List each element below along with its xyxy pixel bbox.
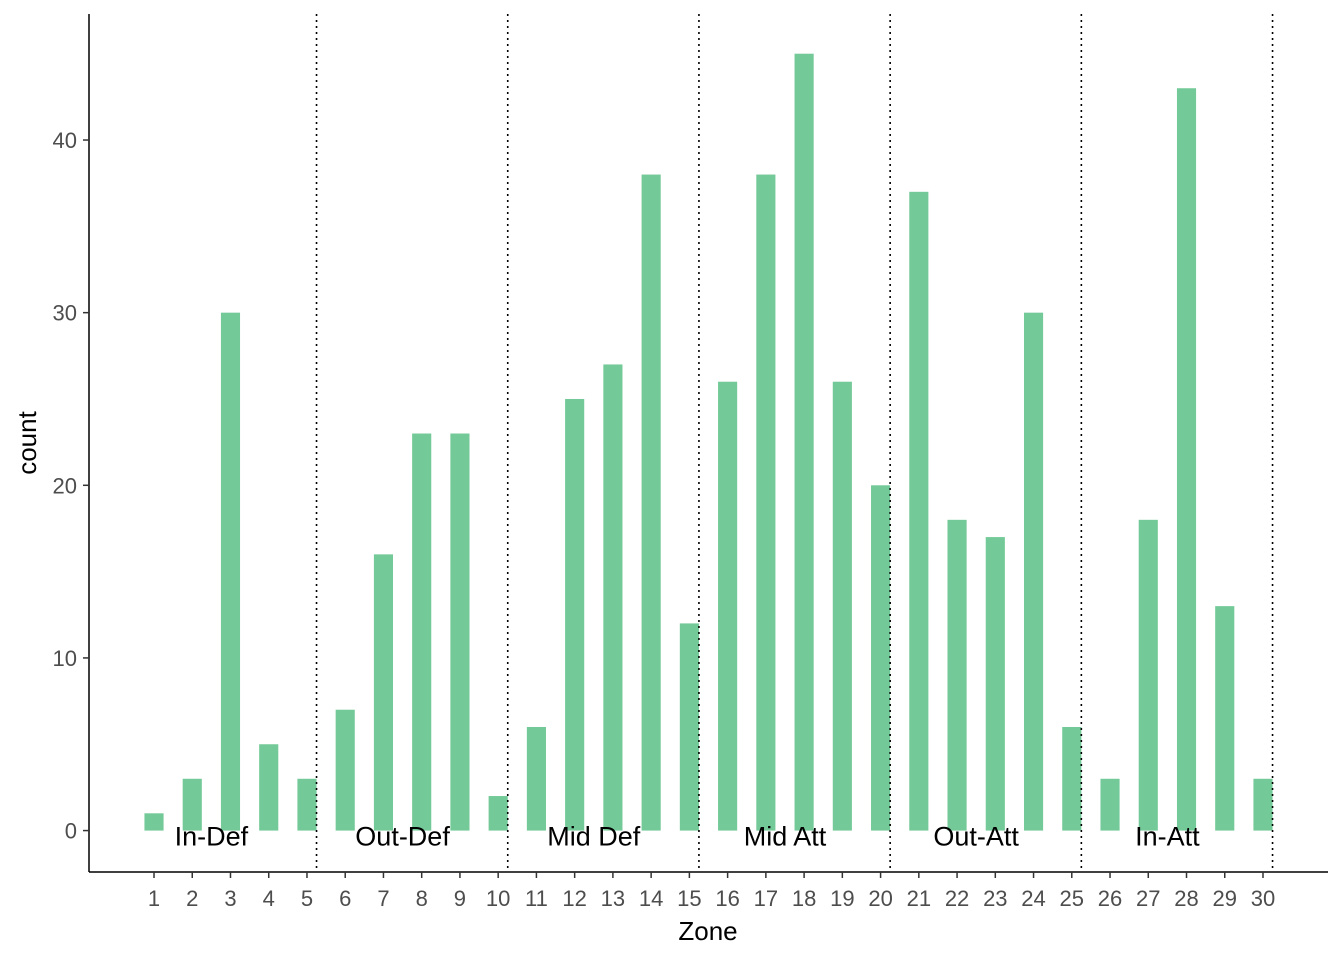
x-tick-label: 15 (677, 886, 701, 911)
x-tick-label: 9 (454, 886, 466, 911)
bar-zone-10 (488, 796, 508, 831)
x-tick-label: 22 (945, 886, 969, 911)
bar-zone-11 (526, 726, 546, 831)
bar-zone-16 (718, 381, 738, 831)
bar-zone-21 (909, 191, 929, 831)
zone-labels: In-Def Out-Def Mid Def Mid Att Out-Att In-Att (175, 822, 1201, 852)
bar-zone-26 (1100, 778, 1120, 831)
bar-zone-1 (144, 813, 164, 831)
bar-zone-20 (871, 485, 891, 831)
bar-zone-13 (603, 364, 623, 831)
bar-zone-4 (259, 744, 279, 831)
x-tick-label: 19 (830, 886, 854, 911)
x-tick-label: 24 (1021, 886, 1045, 911)
zone-label: In-Def (175, 822, 249, 852)
x-tick-label: 10 (486, 886, 510, 911)
x-tick-label: 2 (186, 886, 198, 911)
bar-zone-9 (450, 433, 470, 831)
bar-zone-17 (756, 174, 776, 831)
x-tick-label: 25 (1060, 886, 1084, 911)
x-tick-label: 6 (339, 886, 351, 911)
bar-zone-3 (220, 312, 241, 831)
x-tick-label: 12 (562, 886, 586, 911)
x-tick-label: 16 (715, 886, 739, 911)
bar-zone-12 (565, 398, 585, 831)
bars (144, 53, 1273, 831)
x-tick-label: 28 (1174, 886, 1198, 911)
x-tick-label: 17 (754, 886, 778, 911)
bar-zone-2 (182, 778, 202, 831)
bar-zone-29 (1215, 606, 1235, 831)
x-tick-label: 27 (1136, 886, 1160, 911)
bar-zone-22 (947, 519, 967, 831)
x-tick-label: 23 (983, 886, 1007, 911)
x-tick-label: 4 (263, 886, 275, 911)
y-tick-label: 10 (53, 646, 77, 671)
y-tick-label: 40 (53, 128, 77, 153)
x-tick-label: 14 (639, 886, 663, 911)
zone-dividers (315, 14, 1274, 872)
y-tick-label: 30 (53, 301, 77, 326)
x-tick-label: 18 (792, 886, 816, 911)
bar-zone-7 (373, 554, 394, 831)
x-tick-label: 11 (525, 886, 548, 911)
bar-zone-6 (335, 709, 355, 831)
x-tick-label: 1 (148, 886, 160, 911)
x-tick-label: 29 (1213, 886, 1237, 911)
x-tick-label: 20 (868, 886, 892, 911)
y-tick-label: 0 (65, 819, 77, 844)
y-tick-label: 20 (53, 473, 77, 498)
zone-label: Out-Def (355, 822, 450, 852)
zone-label: Mid Def (547, 822, 641, 852)
x-axis-title: Zone (678, 916, 737, 946)
y-ticks: 0 10 20 30 40 (53, 128, 89, 844)
x-tick-label: 13 (601, 886, 625, 911)
x-tick-label: 7 (377, 886, 389, 911)
x-tick-label: 8 (416, 886, 428, 911)
bar-zone-15 (679, 623, 699, 831)
bar-zone-30 (1253, 778, 1273, 831)
bar-zone-28 (1176, 88, 1197, 831)
bar-zone-19 (832, 381, 852, 831)
x-tick-label: 3 (224, 886, 236, 911)
y-axis-title: count (12, 410, 42, 474)
bar-zone-23 (985, 537, 1005, 831)
bar-zone-5 (297, 778, 317, 831)
bar-zone-25 (1062, 726, 1082, 831)
zone-label: Mid Att (744, 822, 827, 852)
bar-zone-24 (1023, 312, 1044, 831)
x-tick-label: 30 (1251, 886, 1275, 911)
zone-label: In-Att (1135, 822, 1200, 852)
x-tick-label: 21 (907, 886, 931, 911)
bar-zone-14 (641, 174, 661, 831)
bar-zone-18 (794, 53, 814, 831)
x-ticks: 1 2 3 4 5 6 7 8 9 10 11 12 13 14 15 16 17 18 19 20 21 22 23 24 2… (148, 872, 1275, 911)
x-tick-label: 5 (301, 886, 313, 911)
bar-zone-8 (412, 433, 432, 831)
bar-zone-27 (1138, 519, 1158, 831)
x-tick-label: 26 (1098, 886, 1122, 911)
zone-label: Out-Att (933, 822, 1019, 852)
